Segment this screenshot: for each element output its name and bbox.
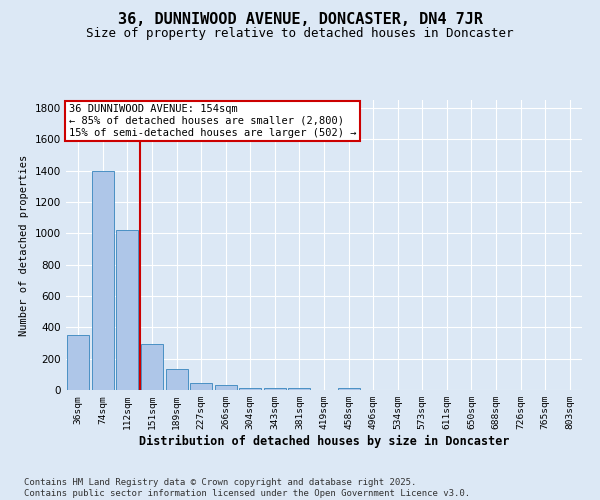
Bar <box>215 386 237 390</box>
Text: Contains HM Land Registry data © Crown copyright and database right 2025.
Contai: Contains HM Land Registry data © Crown c… <box>24 478 470 498</box>
Bar <box>67 335 89 390</box>
Bar <box>190 383 212 390</box>
Bar <box>289 388 310 390</box>
Bar <box>141 344 163 390</box>
Bar <box>166 369 188 390</box>
Text: 36, DUNNIWOOD AVENUE, DONCASTER, DN4 7JR: 36, DUNNIWOOD AVENUE, DONCASTER, DN4 7JR <box>118 12 482 28</box>
Text: Size of property relative to detached houses in Doncaster: Size of property relative to detached ho… <box>86 28 514 40</box>
Y-axis label: Number of detached properties: Number of detached properties <box>19 154 29 336</box>
Bar <box>239 388 262 390</box>
Bar <box>264 388 286 390</box>
Bar <box>338 388 359 390</box>
Bar <box>92 170 114 390</box>
Bar <box>116 230 139 390</box>
X-axis label: Distribution of detached houses by size in Doncaster: Distribution of detached houses by size … <box>139 435 509 448</box>
Text: 36 DUNNIWOOD AVENUE: 154sqm
← 85% of detached houses are smaller (2,800)
15% of : 36 DUNNIWOOD AVENUE: 154sqm ← 85% of det… <box>68 104 356 138</box>
